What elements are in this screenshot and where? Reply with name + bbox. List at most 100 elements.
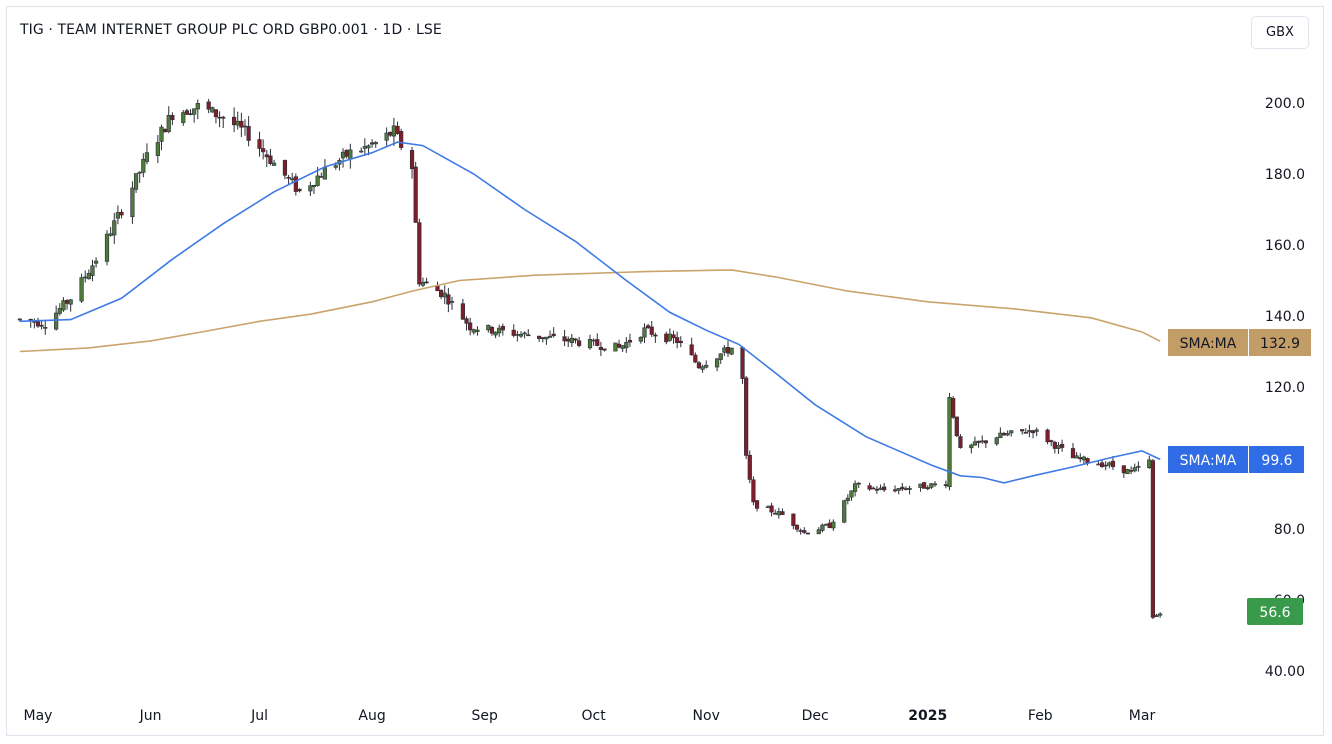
candle-body (68, 299, 73, 305)
candle (776, 507, 781, 519)
candle-body (816, 529, 821, 535)
candle-body (696, 362, 702, 369)
candle-body (166, 115, 171, 132)
candle-body (1070, 448, 1076, 459)
candle-body (1030, 430, 1036, 434)
candle (446, 287, 451, 313)
candle (68, 299, 73, 312)
candle (925, 485, 930, 491)
candle (842, 499, 847, 524)
candle-body (1085, 458, 1090, 464)
candle-body (780, 511, 785, 515)
candle-body (370, 142, 375, 145)
candle (954, 416, 959, 438)
candle (595, 333, 600, 347)
candle (413, 161, 418, 223)
candle-body (980, 440, 985, 443)
candle (1027, 424, 1032, 438)
candle-body (718, 353, 723, 360)
candle-body (591, 339, 596, 342)
candle-body (951, 398, 956, 418)
candle (319, 172, 324, 178)
candle-body (1121, 465, 1126, 474)
candle (675, 331, 680, 349)
candle-body (268, 155, 273, 164)
candle (972, 436, 978, 446)
candle (642, 323, 647, 343)
candle-body (1136, 466, 1141, 468)
candle-body (820, 524, 825, 531)
candle (646, 323, 651, 330)
candle (547, 330, 553, 339)
candle (79, 273, 84, 304)
x-tick-label: 2025 (908, 708, 947, 724)
candle-body (395, 125, 400, 135)
candle (337, 158, 342, 171)
candle (362, 138, 367, 156)
candle-body (348, 149, 353, 159)
candle-body (954, 416, 959, 437)
candle-body (562, 336, 567, 342)
candle (751, 476, 756, 506)
candle-body (831, 521, 836, 529)
candle (638, 336, 643, 344)
candle (293, 173, 298, 196)
candle-body (1056, 445, 1061, 449)
candle (181, 110, 186, 126)
candle-body (257, 139, 262, 149)
candle-body (704, 364, 709, 368)
candle (217, 111, 222, 128)
candle (391, 117, 396, 146)
candle (943, 480, 948, 489)
candle-body (1103, 464, 1108, 467)
candle (497, 324, 502, 337)
candle-body (206, 101, 211, 110)
candle (823, 523, 829, 526)
candle (544, 336, 549, 345)
candle (489, 326, 495, 336)
candle (133, 173, 139, 193)
candle-body (729, 347, 734, 355)
candle (511, 324, 516, 338)
candle (359, 147, 364, 153)
candle (849, 490, 854, 501)
y-tick-label: 200.0 (1265, 96, 1305, 112)
candle-body (1027, 430, 1032, 433)
candle-body (344, 149, 349, 157)
candle (754, 500, 760, 512)
candle-body (293, 176, 298, 192)
candle (155, 135, 160, 163)
candle-body (664, 333, 669, 343)
candle-body (308, 185, 313, 192)
candle-body (624, 342, 629, 349)
x-tick-label: Oct (582, 708, 607, 724)
candle (1049, 439, 1054, 447)
candle (424, 277, 429, 284)
candle (57, 303, 62, 316)
candle-body (573, 338, 578, 341)
candle (1103, 461, 1108, 471)
candle-body (751, 479, 756, 503)
candle (903, 486, 909, 491)
candle-body (754, 500, 760, 509)
candle (794, 524, 800, 533)
candle (624, 337, 629, 353)
candle (620, 344, 625, 353)
candle (896, 487, 901, 495)
time-axis[interactable]: May Jun Jul Aug Sep Oct Nov Dec 2025 Feb Mar (24, 708, 1156, 724)
candle (471, 328, 476, 335)
sma-short-label-bg (1168, 446, 1248, 473)
candle (722, 344, 727, 356)
candle-body (133, 173, 139, 190)
x-tick-label: Feb (1028, 708, 1053, 724)
candle-body (213, 109, 219, 118)
currency-button[interactable]: GBX (1251, 16, 1309, 49)
candle (1045, 428, 1050, 445)
candle (725, 340, 731, 357)
candle-body (882, 486, 887, 491)
x-tick-label: Dec (802, 708, 829, 724)
candle-body (286, 176, 291, 179)
candle-body (297, 188, 302, 192)
